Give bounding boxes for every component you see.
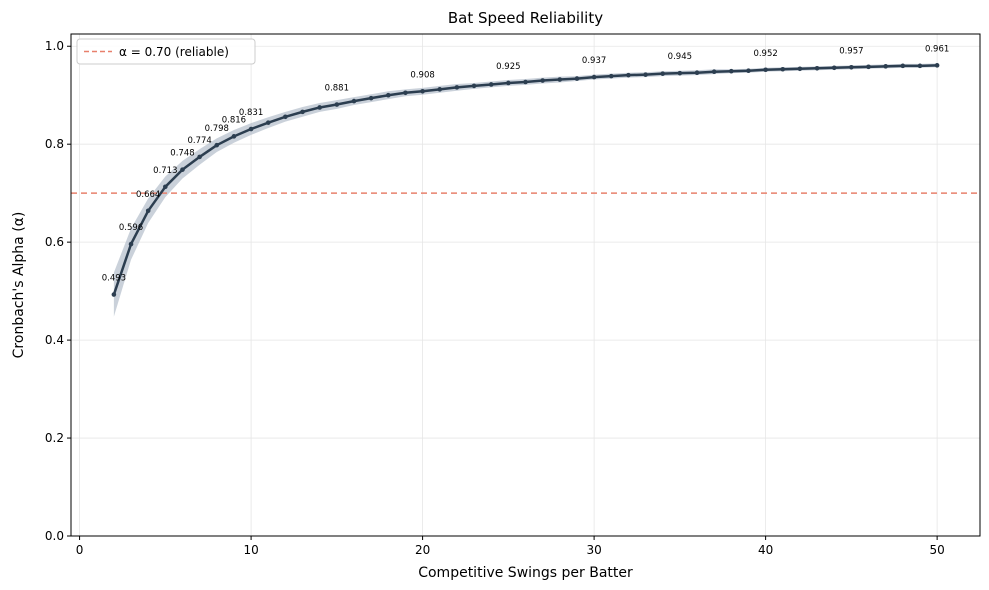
- data-point-22: [454, 85, 460, 90]
- data-point-49: [917, 63, 923, 69]
- data-point-39: [746, 68, 751, 74]
- data-point-25: [506, 80, 511, 86]
- y-axis-label: Cronbach's Alpha (α): [11, 212, 27, 359]
- data-point-15: [334, 102, 340, 107]
- data-point-8: [214, 142, 220, 148]
- data-label-45: 0.957: [839, 46, 863, 56]
- data-point-37: [711, 69, 717, 75]
- data-point-34: [660, 71, 666, 76]
- data-label-20: 0.908: [410, 70, 434, 80]
- data-point-26: [523, 79, 528, 85]
- data-point-10: [248, 126, 254, 132]
- data-point-27: [540, 78, 545, 83]
- legend: α = 0.70 (reliable): [76, 38, 256, 65]
- x-tick-label-0: 0: [76, 543, 84, 557]
- data-point-24: [488, 82, 494, 87]
- data-point-31: [608, 73, 614, 79]
- data-point-6: [180, 167, 185, 172]
- data-point-30: [591, 74, 597, 80]
- legend-box: [76, 38, 256, 65]
- data-point-13: [300, 109, 305, 115]
- data-point-12: [283, 114, 288, 120]
- data-point-50: [934, 63, 940, 68]
- data-label-35: 0.945: [668, 52, 692, 62]
- data-point-17: [368, 95, 374, 101]
- data-point-28: [557, 77, 563, 82]
- legend-entry-reliable: α = 0.70 (reliable): [119, 45, 229, 59]
- data-label-50: 0.961: [925, 44, 949, 54]
- data-label-9: 0.816: [222, 115, 246, 125]
- data-point-41: [780, 66, 786, 72]
- data-point-7: [197, 154, 202, 160]
- x-tick-label-2: 20: [415, 543, 430, 557]
- y-tick-label-3: 0.6: [45, 235, 64, 249]
- x-tick-label-4: 40: [758, 543, 773, 557]
- data-point-45: [849, 65, 854, 70]
- data-point-38: [729, 68, 734, 74]
- data-point-29: [574, 76, 580, 81]
- data-point-9: [231, 134, 237, 139]
- x-axis-label: Competitive Swings per Batter: [418, 565, 633, 581]
- data-point-48: [900, 63, 906, 69]
- x-tick-label-1: 10: [243, 543, 258, 557]
- x-tick-label-3: 30: [586, 543, 601, 557]
- data-point-44: [831, 65, 837, 71]
- data-point-14: [317, 105, 322, 110]
- data-point-23: [471, 83, 477, 89]
- data-label-7: 0.774: [187, 136, 211, 146]
- y-tick-label-5: 1.0: [45, 39, 64, 53]
- chart-title: Bat Speed Reliability: [448, 9, 603, 27]
- data-label-4: 0.664: [136, 190, 160, 200]
- plot-area-frame: [70, 33, 981, 537]
- x-tick-label-5: 50: [929, 543, 944, 557]
- data-point-35: [677, 70, 683, 76]
- data-label-40: 0.952: [753, 49, 777, 59]
- data-point-3: [128, 241, 134, 247]
- data-point-11: [265, 120, 271, 125]
- data-labels-layer: 0.493 0.596 0.664 0.713 0.748 0.774 0.7980.816…: [102, 44, 950, 283]
- data-label-3: 0.596: [119, 223, 143, 233]
- data-point-33: [643, 72, 648, 77]
- data-point-47: [883, 64, 888, 69]
- data-point-43: [814, 65, 820, 71]
- data-point-5: [163, 184, 168, 190]
- data-point-42: [797, 66, 803, 72]
- data-point-20: [420, 89, 425, 94]
- data-point-40: [763, 67, 768, 73]
- data-label-8: 0.798: [205, 124, 229, 134]
- data-label-6: 0.748: [170, 149, 194, 159]
- y-tick-label-2: 0.4: [45, 333, 64, 347]
- data-label-5: 0.713: [153, 166, 177, 176]
- y-axis-ticks: 0.0 0.2 0.4 0.6 0.8 1.0: [45, 39, 71, 543]
- y-tick-label-0: 0.0: [45, 529, 64, 543]
- data-point-2: [111, 292, 117, 297]
- data-label-30: 0.937: [582, 56, 606, 66]
- data-point-32: [626, 72, 631, 78]
- data-label-25: 0.925: [496, 62, 520, 72]
- data-point-4: [145, 208, 151, 214]
- data-point-16: [351, 98, 357, 104]
- data-label-15: 0.881: [325, 84, 349, 94]
- data-point-36: [694, 70, 700, 75]
- data-point-21: [437, 87, 443, 92]
- y-tick-label-1: 0.2: [45, 431, 64, 445]
- data-label-2: 0.493: [102, 274, 126, 284]
- data-point-19: [403, 90, 408, 96]
- data-point-46: [866, 64, 871, 70]
- x-axis-ticks: 0 10 20 30 40 50: [76, 536, 945, 557]
- data-label-10: 0.831: [239, 108, 263, 118]
- data-points-layer: [111, 63, 940, 297]
- data-point-18: [385, 92, 391, 98]
- y-tick-label-4: 0.8: [45, 137, 64, 151]
